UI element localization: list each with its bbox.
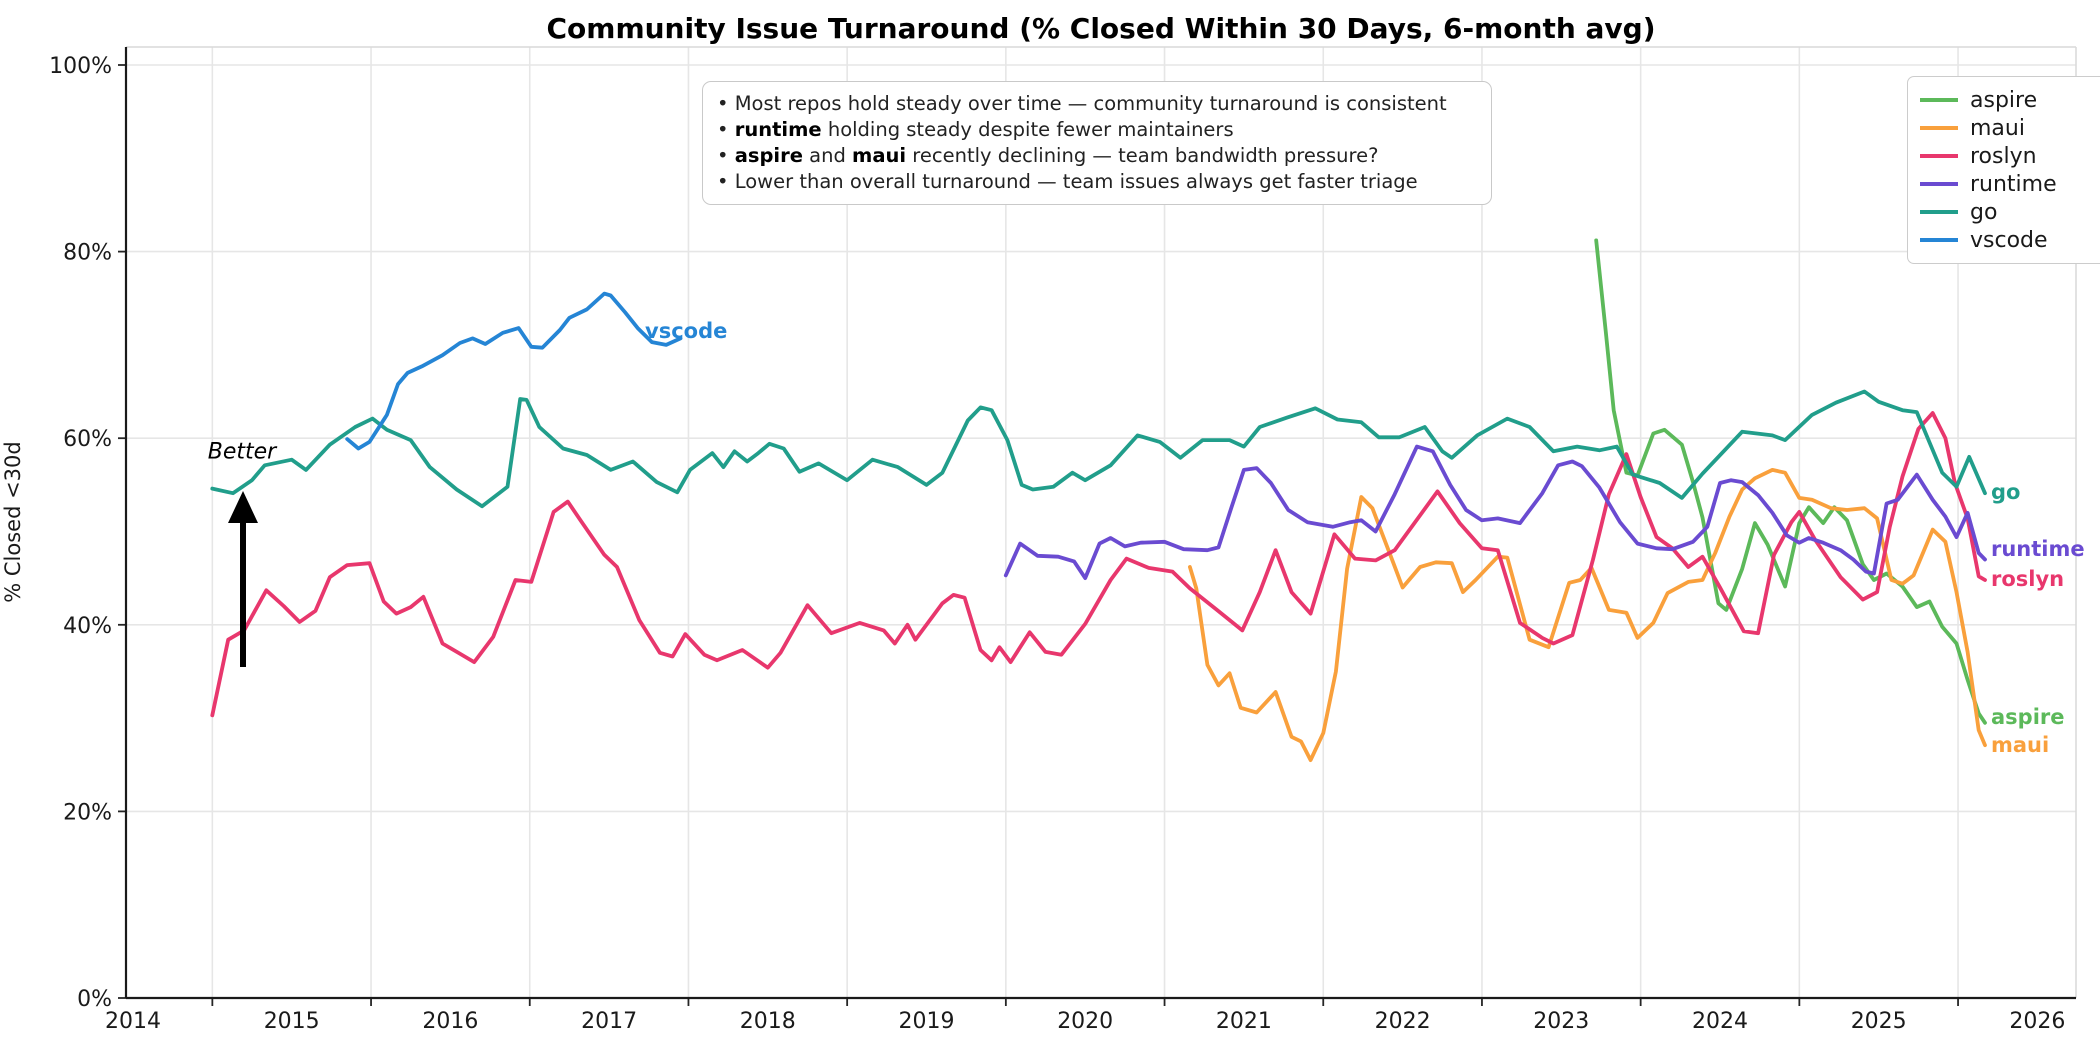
legend-swatch: [1920, 126, 1958, 130]
better-annotation-label: Better: [207, 439, 277, 465]
legend-item-label: aspire: [1970, 87, 2038, 113]
x-tick-label: 2026: [2009, 1009, 2065, 1034]
legend-item-aspire: aspire: [1920, 87, 2098, 113]
callout-line: • aspire and maui recently declining — t…: [717, 144, 1379, 167]
line-end-label-vscode: vscode: [645, 319, 728, 343]
line-end-label-runtime: runtime: [1991, 537, 2085, 561]
x-tick-label: 2022: [1375, 1009, 1431, 1034]
y-tick-label: 20%: [63, 800, 112, 825]
x-tick-label: 2020: [1057, 1009, 1113, 1034]
line-end-label-aspire: aspire: [1991, 705, 2065, 729]
y-axis-label: % Closed <30d: [1, 441, 25, 603]
series-line-vscode: [345, 291, 683, 451]
legend-item-maui: maui: [1920, 115, 2098, 141]
x-tick-label: 2015: [264, 1009, 320, 1034]
callout-box: • Most repos hold steady over time — com…: [702, 81, 1492, 205]
legend-item-label: runtime: [1970, 171, 2057, 197]
x-tick-label: 2025: [1851, 1009, 1907, 1034]
callout-line: • runtime holding steady despite fewer m…: [717, 118, 1234, 141]
legend-item-label: roslyn: [1970, 143, 2037, 169]
legend-item-runtime: runtime: [1920, 171, 2098, 197]
legend-item-roslyn: roslyn: [1920, 143, 2098, 169]
y-tick-label: 80%: [63, 241, 112, 266]
legend-swatch: [1920, 238, 1958, 242]
x-tick-label: 2014: [105, 1009, 161, 1034]
legend-swatch: [1920, 154, 1958, 158]
x-tick-label: 2021: [1216, 1009, 1272, 1034]
legend: aspire maui roslyn runtime go vscode: [1907, 76, 2100, 264]
legend-item-label: maui: [1970, 115, 2025, 141]
legend-swatch: [1920, 98, 1958, 102]
x-tick-label: 2024: [1692, 1009, 1748, 1034]
y-tick-label: 100%: [49, 54, 112, 79]
y-tick-label: 40%: [63, 614, 112, 639]
legend-item-go: go: [1920, 199, 2098, 225]
series-line-runtime: [1003, 444, 1987, 580]
series-line-aspire: [1594, 238, 1987, 725]
line-end-label-roslyn: roslyn: [1991, 567, 2065, 591]
legend-swatch: [1920, 210, 1958, 214]
y-tick-label: 60%: [63, 427, 112, 452]
callout-line: • Lower than overall turnaround — team i…: [717, 170, 1418, 193]
x-tick-label: 2016: [422, 1009, 478, 1034]
x-tick-label: 2019: [899, 1009, 955, 1034]
line-end-label-go: go: [1991, 480, 2021, 504]
legend-item-vscode: vscode: [1920, 227, 2098, 253]
series-line-roslyn: [210, 411, 1987, 718]
x-tick-label: 2018: [740, 1009, 796, 1034]
legend-swatch: [1920, 182, 1958, 186]
callout-line: • Most repos hold steady over time — com…: [717, 92, 1447, 115]
better-arrow-head: [228, 491, 258, 523]
legend-item-label: go: [1970, 199, 1998, 225]
x-tick-label: 2023: [1533, 1009, 1589, 1034]
line-end-label-maui: maui: [1991, 733, 2050, 757]
x-tick-label: 2017: [581, 1009, 637, 1034]
y-tick-label: 0%: [77, 987, 112, 1012]
series-line-maui: [1188, 467, 1987, 762]
series-line-go: [210, 389, 1987, 509]
legend-item-label: vscode: [1970, 227, 2048, 253]
chart-title: Community Issue Turnaround (% Closed Wit…: [546, 12, 1656, 45]
